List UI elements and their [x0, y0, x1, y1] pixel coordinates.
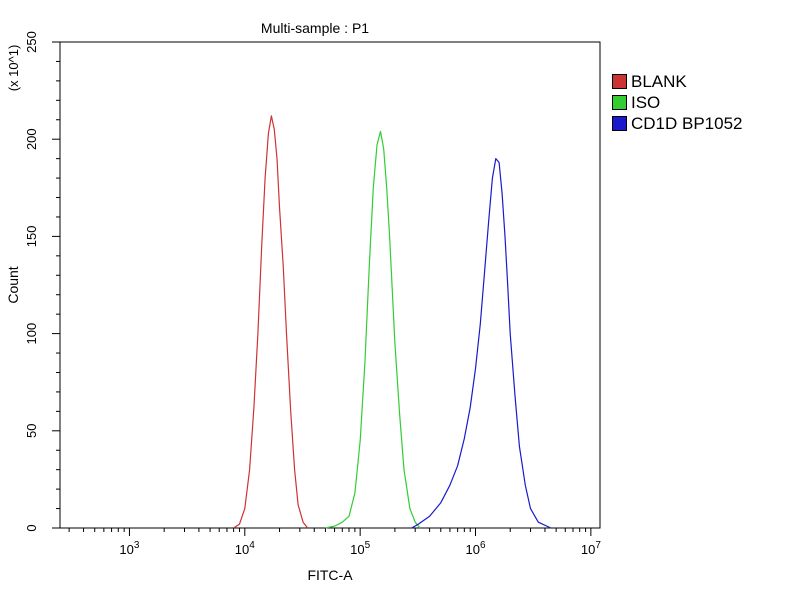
legend-swatch	[612, 95, 627, 110]
y-tick-label: 150	[24, 226, 39, 248]
legend-item: BLANK	[612, 71, 743, 92]
series-line	[325, 130, 421, 529]
legend-item: ISO	[612, 92, 743, 113]
legend: BLANK ISO CD1D BP1052	[612, 71, 743, 134]
x-tick-label: 105	[350, 540, 370, 557]
legend-label: ISO	[631, 92, 661, 112]
series-line	[411, 158, 552, 529]
x-axis-label: FITC-A	[307, 567, 353, 583]
legend-label: BLANK	[631, 71, 687, 91]
legend-label: CD1D BP1052	[631, 113, 743, 133]
y-axis-multiplier-label: (x 10^1)	[6, 45, 21, 92]
y-tick-label: 50	[24, 424, 39, 438]
y-tick-label: 100	[24, 323, 39, 345]
x-tick-label: 107	[581, 540, 601, 557]
x-tick-label: 103	[119, 540, 139, 557]
y-tick-label: 0	[24, 524, 39, 531]
legend-item: CD1D BP1052	[612, 113, 743, 134]
y-tick-label: 200	[24, 128, 39, 150]
series-group	[233, 115, 552, 529]
x-axis: 103 104 105 106 107	[68, 528, 601, 557]
chart-title: Multi-sample : P1	[261, 20, 369, 36]
y-axis-label: Count	[5, 266, 21, 303]
x-tick-label: 106	[465, 540, 485, 557]
plot-area-frame	[59, 41, 601, 529]
y-axis: 0 50 100 150 200 250	[24, 31, 60, 532]
y-tick-label: 250	[24, 31, 39, 53]
x-tick-label: 104	[235, 540, 255, 557]
legend-swatch	[612, 116, 627, 131]
legend-swatch	[612, 74, 627, 89]
series-line	[233, 115, 309, 529]
